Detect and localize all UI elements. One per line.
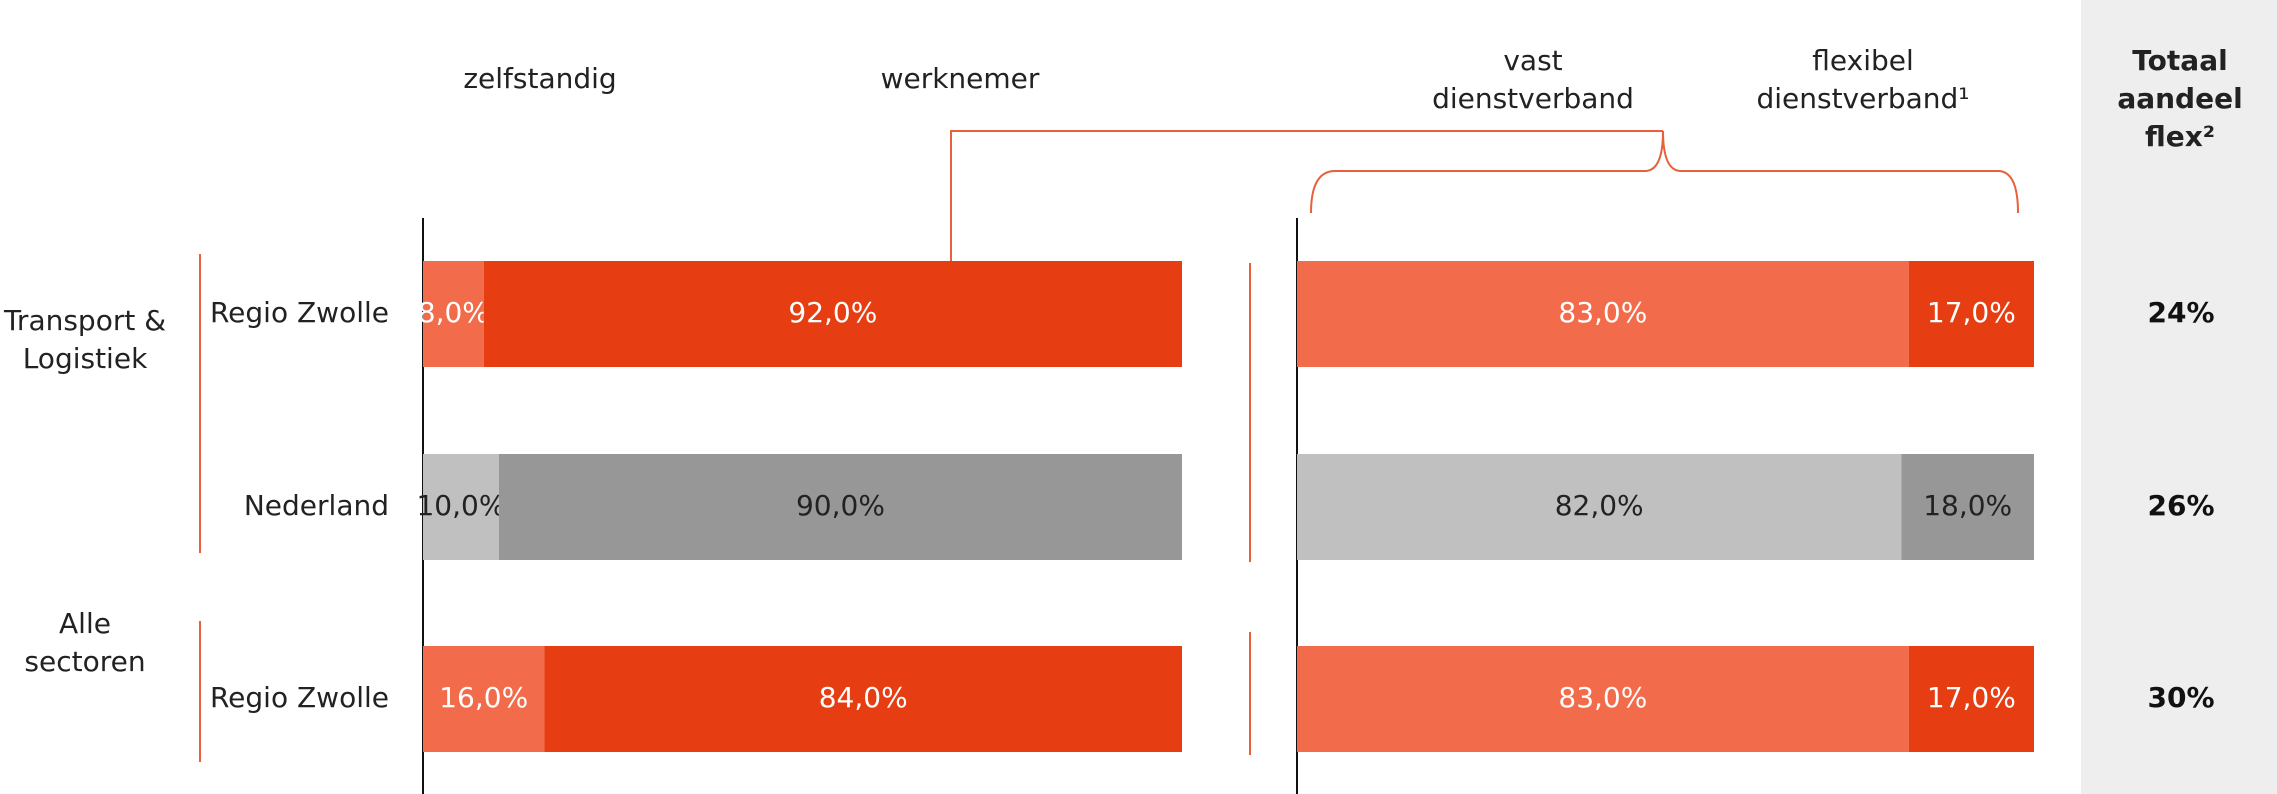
value-label: 8,0% xyxy=(418,296,489,329)
bar-segment xyxy=(483,261,1183,367)
value-label: 84,0% xyxy=(819,681,908,714)
bar-segment xyxy=(423,454,499,560)
total-value: 30% xyxy=(2147,681,2214,714)
legend-label: vast dienstverband xyxy=(1432,44,1634,115)
total-title: Totaal aandeel flex² xyxy=(2117,44,2243,153)
total-value: 24% xyxy=(2147,296,2214,329)
value-label: 83,0% xyxy=(1558,681,1647,714)
bar-segment xyxy=(1297,454,1902,560)
bar-segment xyxy=(1908,646,2034,752)
value-label: 92,0% xyxy=(788,296,877,329)
value-label: 16,0% xyxy=(439,681,528,714)
bar-segment xyxy=(1297,646,1909,752)
total-background xyxy=(2081,0,2277,794)
category-label: Regio Zwolle xyxy=(210,681,389,714)
bar-segment xyxy=(1297,261,1909,367)
total-value: 26% xyxy=(2147,489,2214,522)
value-label: 10,0% xyxy=(416,489,505,522)
legend-label: flexibel dienstverband¹ xyxy=(1756,44,1970,115)
group-label: Transport & Logistiek xyxy=(3,304,167,375)
bar-segment xyxy=(498,454,1182,560)
bar-segment xyxy=(1901,454,2034,560)
bar-segment xyxy=(423,261,484,367)
legend-label: werknemer xyxy=(880,62,1040,95)
value-label: 17,0% xyxy=(1927,296,2016,329)
bar-segment xyxy=(544,646,1182,752)
bracket xyxy=(950,130,2019,261)
value-label: 83,0% xyxy=(1558,296,1647,329)
legend-label: zelfstandig xyxy=(463,62,617,95)
value-label: 18,0% xyxy=(1923,489,2012,522)
category-label: Nederland xyxy=(244,489,389,522)
value-label: 82,0% xyxy=(1555,489,1644,522)
bar-segment xyxy=(1908,261,2034,367)
value-label: 90,0% xyxy=(796,489,885,522)
bar-segment xyxy=(423,646,545,752)
value-label: 17,0% xyxy=(1927,681,2016,714)
category-label: Regio Zwolle xyxy=(210,296,389,329)
group-label: Alle sectoren xyxy=(24,607,146,678)
